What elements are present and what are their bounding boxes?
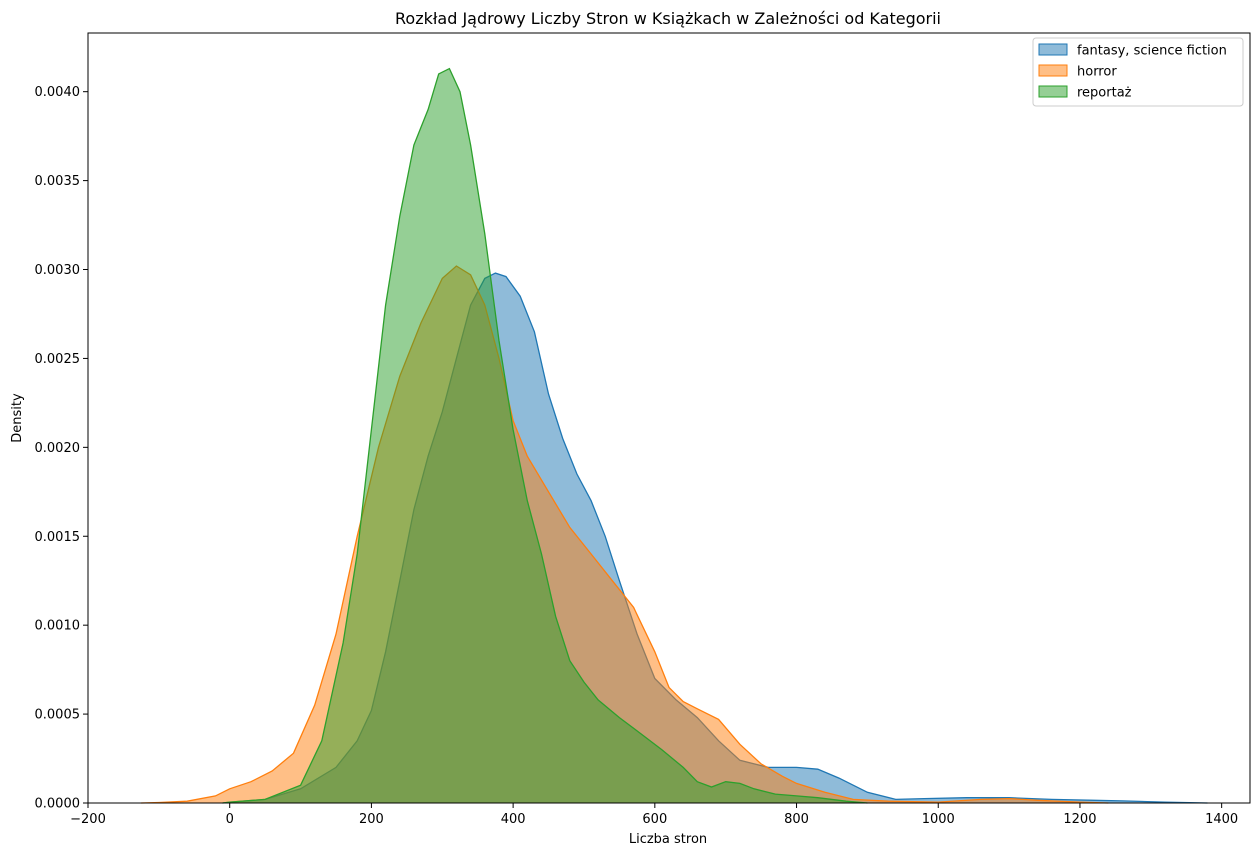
x-tick-label: 1400: [1205, 812, 1238, 827]
y-tick-label: 0.0035: [35, 174, 81, 189]
y-tick-label: 0.0020: [35, 441, 81, 456]
legend-box: [1032, 37, 1244, 107]
x-tick-label: 800: [784, 812, 809, 827]
x-tick-label: 400: [501, 812, 526, 827]
legend-swatch: [1038, 64, 1068, 77]
chart-title: Rozkład Jądrowy Liczby Stron w Książkach…: [395, 9, 941, 28]
y-tick-label: 0.0040: [35, 85, 81, 100]
legend-label: reportaż: [1077, 86, 1132, 101]
y-tick-label: 0.0015: [35, 530, 81, 545]
series-line-1: [141, 265, 1109, 804]
y-axis-ticks: 0.0000 0.0005 0.0010 0.0015 0.0020 0.0025 0.00…: [35, 85, 88, 812]
legend: fantasy, science fiction horror reportaż: [1032, 37, 1244, 107]
legend-label: fantasy, science fiction: [1077, 44, 1227, 59]
legend-swatch: [1038, 43, 1068, 56]
x-axis-ticks: −200 0 200 400 600 800 1000 1200 1400: [70, 803, 1238, 827]
density-areas: [141, 67, 1208, 804]
y-tick-label: 0.0030: [35, 263, 81, 278]
x-tick-label: 0: [226, 812, 234, 827]
series-area-2: [222, 68, 868, 804]
y-tick-label: 0.0010: [35, 619, 81, 634]
plot-frame: [87, 32, 1251, 804]
y-tick-label: 0.0000: [35, 797, 81, 812]
x-tick-label: −200: [70, 812, 106, 827]
x-tick-label: 600: [642, 812, 667, 827]
y-tick-label: 0.0025: [35, 352, 81, 367]
x-tick-label: 1000: [922, 812, 955, 827]
y-tick-label: 0.0005: [35, 708, 81, 723]
x-tick-label: 1200: [1063, 812, 1096, 827]
x-tick-label: 200: [359, 812, 384, 827]
x-axis-label: Liczba stron: [629, 832, 707, 847]
legend-swatch: [1038, 85, 1068, 98]
legend-label: horror: [1077, 65, 1117, 80]
series-line-2: [222, 67, 868, 804]
y-axis-label: Density: [10, 393, 25, 443]
